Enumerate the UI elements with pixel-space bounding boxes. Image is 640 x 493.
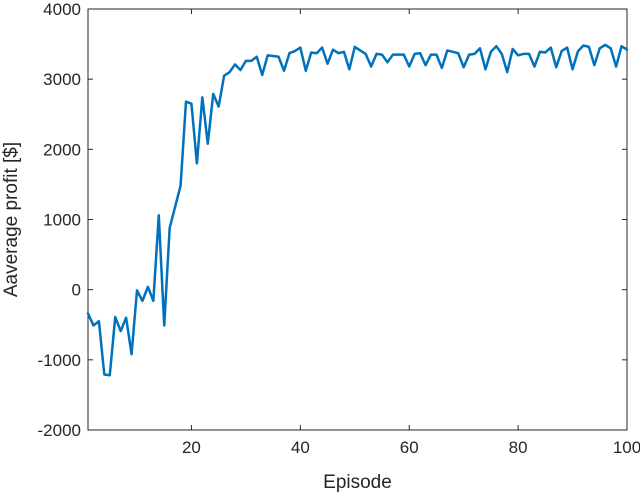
x-tick-label: 40 <box>291 438 310 457</box>
x-tick-label: 80 <box>509 438 528 457</box>
y-tick-label: 1000 <box>43 211 81 230</box>
x-tick-label: 60 <box>400 438 419 457</box>
x-axis-ticks: 20 40 60 80 100 <box>182 9 640 457</box>
series-line-1 <box>86 43 629 377</box>
series-layer <box>86 43 629 377</box>
y-axis-ticks: -2000 -1000 0 1000 2000 3000 4000 <box>38 0 627 440</box>
y-tick-label: 3000 <box>43 70 81 89</box>
y-tick-label: -2000 <box>38 421 81 440</box>
x-tick-label: 100 <box>613 438 640 457</box>
y-tick-label: 4000 <box>43 0 81 19</box>
plot-area <box>87 8 628 431</box>
x-axis-label: Episode <box>323 472 392 493</box>
x-tick-label: 20 <box>182 438 201 457</box>
y-tick-label: 0 <box>72 281 81 300</box>
y-axis-label: Aaverage profit [$] <box>1 142 22 297</box>
y-tick-label: -1000 <box>38 351 81 370</box>
y-tick-label: 2000 <box>43 140 81 159</box>
